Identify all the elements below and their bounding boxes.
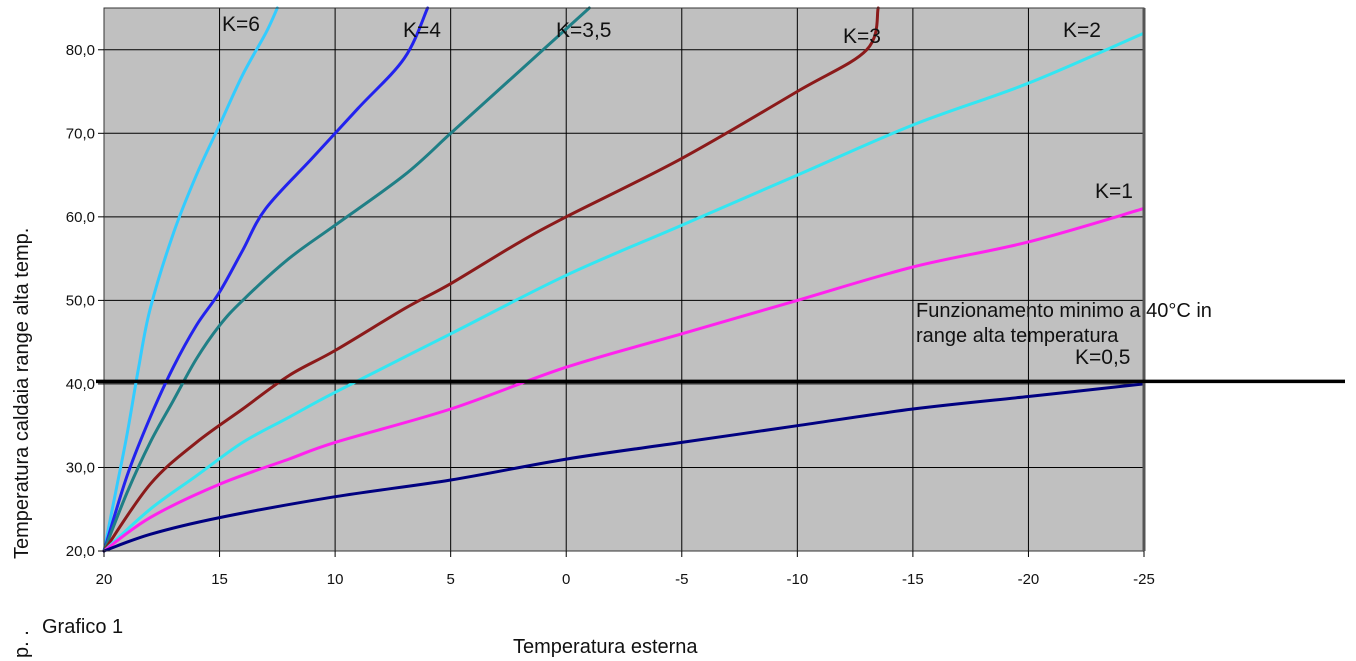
y-tick-label: 20,0 (66, 543, 95, 560)
series-line-k-1 (102, 207, 1146, 553)
curve-label-k3-5: K=3,5 (556, 19, 611, 42)
series-line-k-3 (102, 6, 880, 553)
y-axis-title: Temperatura caldaia range alta temp. (11, 228, 33, 559)
series-line-k-4 (102, 6, 430, 553)
x-tick-label: 10 (327, 571, 344, 588)
series-group (102, 6, 1146, 553)
curve-label-k6: K=6 (222, 13, 260, 36)
y-tick-label: 80,0 (66, 42, 95, 59)
x-tick-label: 20 (96, 571, 113, 588)
annotation-line-1: Funzionamento minimo a 40°C in (916, 300, 1212, 322)
series-line-k-2 (102, 31, 1146, 553)
x-tick-label: 5 (446, 571, 454, 588)
annotation-line-2: range alta temperatura (916, 325, 1119, 347)
y-tick-label: 70,0 (66, 125, 95, 142)
x-tick-label: -15 (902, 571, 924, 588)
x-tick-label: -25 (1133, 571, 1155, 588)
y-tick-label: 60,0 (66, 209, 95, 226)
curve-label-k4: K=4 (403, 19, 441, 42)
plot-background (104, 8, 1144, 551)
x-axis-title: Temperatura esterna (513, 636, 698, 658)
x-tick-label: 0 (562, 571, 570, 588)
curve-label-k2: K=2 (1063, 19, 1101, 42)
series-line-k-3-5 (102, 6, 591, 553)
y-tick-label: 40,0 (66, 376, 95, 393)
x-tick-label: -10 (786, 571, 808, 588)
x-tick-label: -5 (675, 571, 688, 588)
series-line-k-0-5 (102, 382, 1146, 553)
curve-label-k1: K=1 (1095, 180, 1133, 203)
series-line-k-6 (102, 6, 279, 553)
figure-caption: Grafico 1 (42, 616, 123, 638)
x-tick-label: -20 (1018, 571, 1040, 588)
caption-mark: p. . (11, 630, 33, 658)
x-tick-label: 15 (211, 571, 228, 588)
y-tick-label: 50,0 (66, 292, 95, 309)
y-tick-label: 30,0 (66, 459, 95, 476)
curve-label-k3: K=3 (843, 25, 881, 48)
curve-label-k0-5: K=0,5 (1075, 346, 1130, 369)
axis-ticks: 20 15 10 5 0 -5 -10 -15 -20 -25 20,0 30,0 40,0 50,0 60… (66, 42, 1155, 588)
